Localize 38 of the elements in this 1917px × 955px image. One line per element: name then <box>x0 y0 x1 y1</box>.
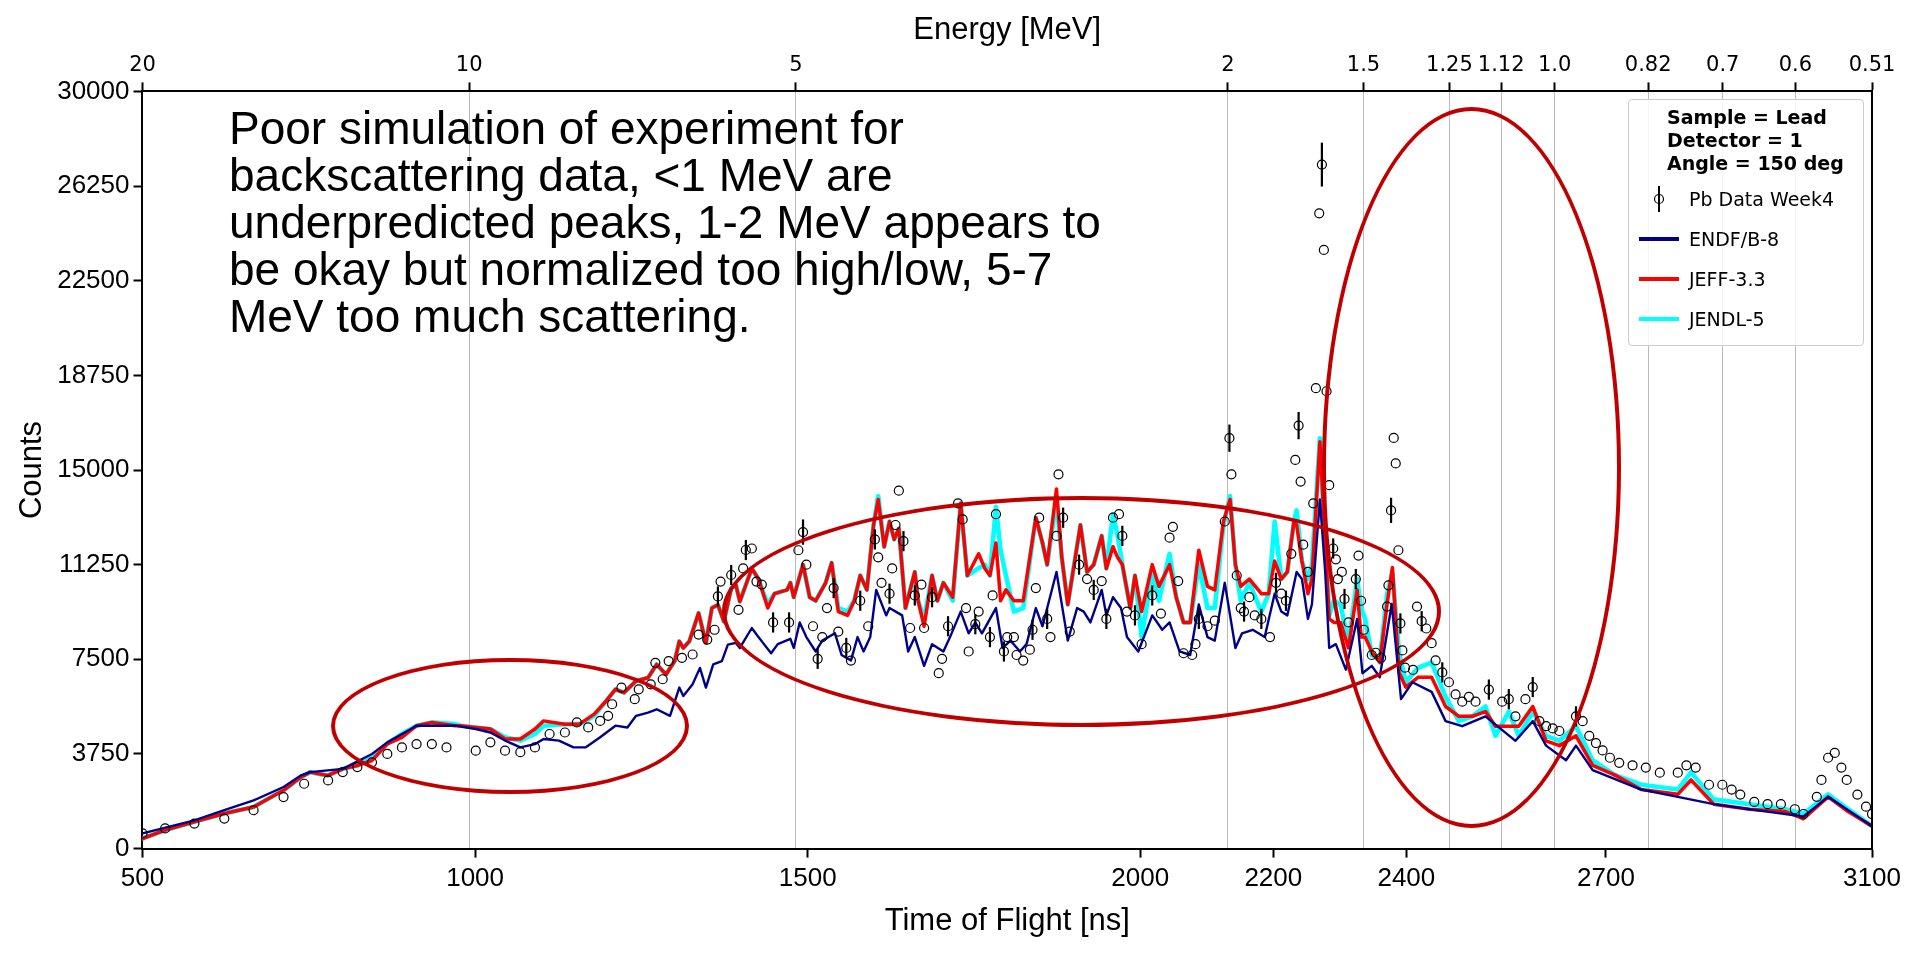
legend-label: ENDF/B-8 <box>1689 227 1780 250</box>
x-tick-label: 1500 <box>778 862 837 893</box>
y-tick-label: 7500 <box>71 642 130 673</box>
annotation: Poor simulation of experiment for backscattering data, <1 MeV are underpredicted peaks, 1-2 MeV appears to be okay but normalized too high/low, 5-7 MeV too much scattering. <box>228 102 1102 343</box>
y-tick-label: 3750 <box>71 737 130 768</box>
legend-label: Pb Data Week4 <box>1689 187 1835 210</box>
x-tick-label: 2200 <box>1244 862 1303 893</box>
x2-axis-title: Energy [MeV] <box>913 11 1102 47</box>
y-tick-label: 15000 <box>57 453 130 484</box>
x2-tick-label: 1.25 <box>1426 52 1473 77</box>
y-tick-label: 30000 <box>57 74 130 105</box>
y-tick-label: 0 <box>115 831 130 862</box>
y-tick-label: 18750 <box>57 358 130 389</box>
x2-tick-label: 2 <box>1221 52 1235 77</box>
y-tick-label: 11250 <box>59 547 130 578</box>
x2-tick-label: 5 <box>789 52 803 77</box>
y-tick-label: 26250 <box>57 169 130 200</box>
x-tick-label: 1000 <box>446 862 505 893</box>
x-tick-label: 2700 <box>1577 862 1635 893</box>
legend-label: JENDL-5 <box>1689 307 1765 330</box>
x2-tick-label: 20 <box>129 52 156 77</box>
x2-tick-label: 0.6 <box>1778 52 1813 77</box>
x2-tick-label: 0.7 <box>1706 52 1740 77</box>
x2-tick-label: 1.12 <box>1477 52 1525 77</box>
y-axis-title: Counts <box>13 420 49 520</box>
x2-tick-label: 10 <box>455 52 483 77</box>
y-tick-label: 22500 <box>57 263 130 294</box>
legend-label: JEFF-3.3 <box>1689 267 1766 290</box>
x2-tick-label: 1.5 <box>1346 52 1381 77</box>
x-tick-label: 3100 <box>1843 862 1901 893</box>
x-tick-label: 500 <box>120 862 165 893</box>
x2-tick-label: 1.0 <box>1537 52 1572 77</box>
x2-tick-label: 0.51 <box>1848 52 1896 77</box>
legend-title: Sample = Lead Detector = 1 Angle = 150 deg <box>1666 106 1845 175</box>
x-tick-label: 2000 <box>1111 862 1170 893</box>
x2-tick-label: 0.82 <box>1624 52 1672 77</box>
x-axis-title: Time of Flight [ns] <box>884 901 1130 937</box>
x-tick-label: 2400 <box>1377 862 1436 893</box>
